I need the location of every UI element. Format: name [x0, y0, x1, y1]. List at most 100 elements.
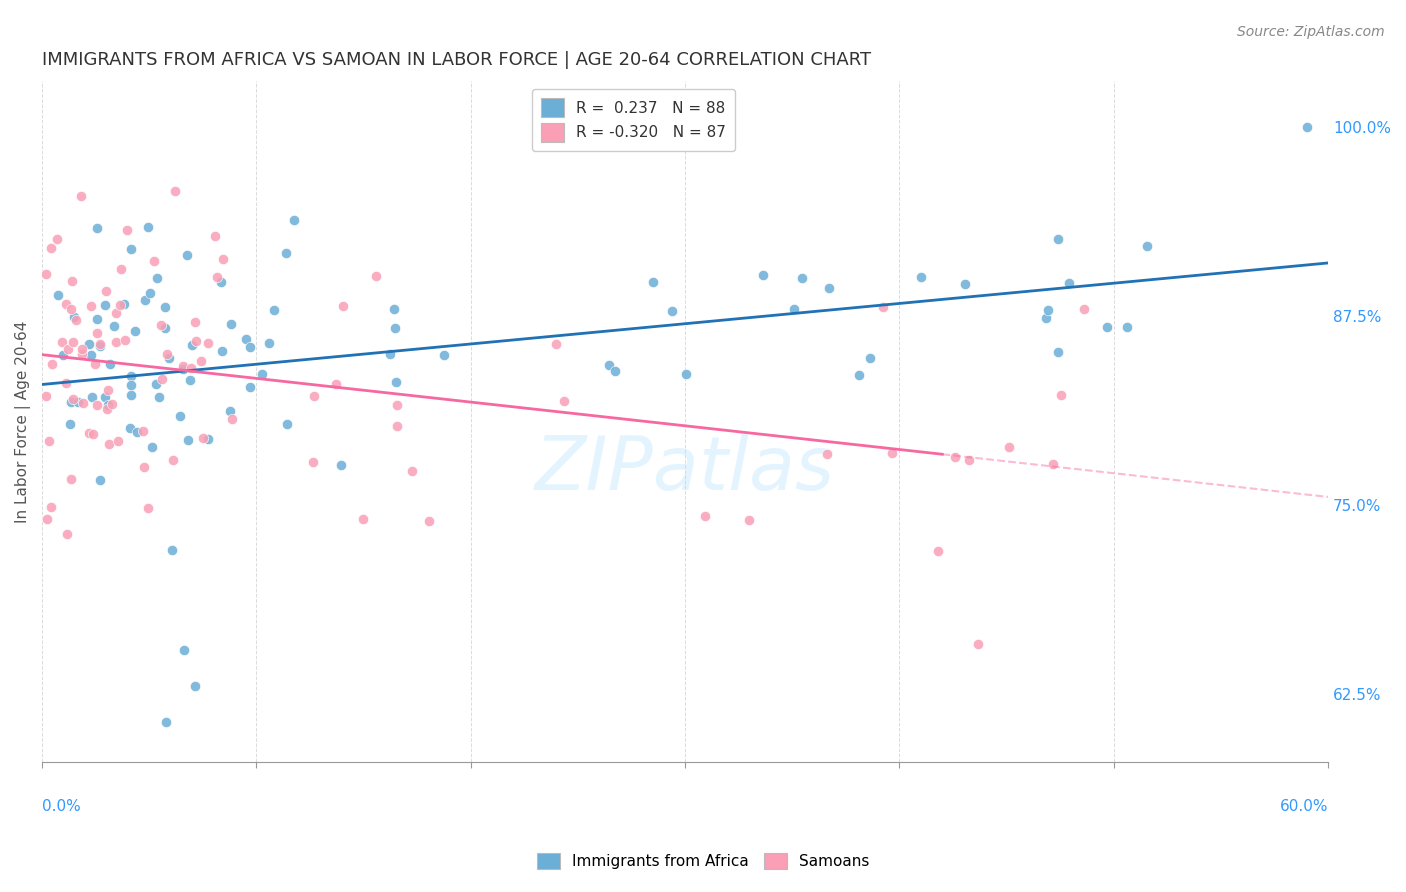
Point [156, 346, 179, 360]
Point [145, 271, 167, 285]
Point [859, 351, 882, 366]
Point [35, 267, 58, 281]
Point [94, 298, 117, 312]
Point [997, 440, 1019, 454]
Point [163, 184, 186, 198]
Point [145, 377, 167, 392]
Point [105, 306, 128, 320]
Point [1042, 457, 1064, 471]
Point [136, 500, 159, 515]
Point [150, 318, 173, 332]
Point [173, 642, 195, 657]
Point [276, 417, 298, 431]
Point [38, 434, 60, 449]
Point [139, 285, 162, 300]
Point [544, 337, 567, 351]
Legend: R =  0.237   N = 88, R = -0.320   N = 87: R = 0.237 N = 88, R = -0.320 N = 87 [531, 89, 735, 151]
Point [56, 527, 79, 541]
Point [197, 433, 219, 447]
Point [172, 359, 194, 374]
Point [100, 397, 122, 411]
Point [675, 368, 697, 382]
Y-axis label: In Labor Force | Age 20-64: In Labor Force | Age 20-64 [15, 320, 31, 523]
Point [66, 395, 89, 409]
Point [209, 275, 232, 289]
Point [86, 398, 108, 412]
Point [1115, 319, 1137, 334]
Text: ZIPatlas: ZIPatlas [536, 434, 835, 505]
Point [910, 270, 932, 285]
Point [1057, 276, 1080, 290]
Point [1073, 302, 1095, 317]
Point [86, 326, 108, 340]
Point [211, 252, 233, 266]
Point [181, 338, 204, 352]
Point [80, 390, 103, 404]
Point [84, 357, 107, 371]
Point [176, 248, 198, 262]
Point [120, 369, 142, 384]
Point [51, 334, 73, 349]
Point [815, 447, 838, 461]
Point [96, 401, 118, 416]
Point [141, 440, 163, 454]
Point [378, 347, 401, 361]
Point [72, 395, 94, 409]
Point [79, 337, 101, 351]
Point [184, 334, 207, 348]
Point [385, 398, 408, 412]
Point [55, 297, 77, 311]
Point [263, 302, 285, 317]
Point [250, 367, 273, 381]
Point [302, 454, 325, 468]
Point [848, 368, 870, 383]
Point [120, 388, 142, 402]
Point [162, 543, 184, 558]
Point [177, 433, 200, 447]
Point [155, 715, 177, 730]
Point [384, 376, 406, 390]
Point [1050, 387, 1073, 401]
Point [598, 359, 620, 373]
Point [56, 342, 79, 356]
Point [103, 318, 125, 333]
Point [418, 514, 440, 528]
Point [1295, 120, 1317, 134]
Point [1095, 319, 1118, 334]
Point [89, 339, 111, 353]
Point [153, 320, 176, 334]
Point [59, 472, 82, 486]
Point [62, 274, 84, 288]
Point [134, 460, 156, 475]
Point [162, 453, 184, 467]
Point [94, 285, 117, 299]
Point [387, 418, 409, 433]
Point [366, 269, 388, 284]
Point [190, 353, 212, 368]
Point [63, 310, 86, 324]
Point [148, 391, 170, 405]
Point [218, 404, 240, 418]
Point [110, 261, 132, 276]
Point [553, 394, 575, 409]
Point [1046, 232, 1069, 246]
Point [89, 337, 111, 351]
Point [738, 513, 761, 527]
Point [239, 339, 262, 353]
Point [55, 376, 77, 391]
Point [98, 437, 121, 451]
Point [329, 458, 352, 472]
Point [818, 281, 841, 295]
Point [643, 275, 665, 289]
Point [150, 371, 173, 385]
Point [967, 637, 990, 651]
Point [120, 242, 142, 256]
Point [211, 344, 233, 359]
Point [134, 293, 156, 307]
Point [221, 411, 243, 425]
Text: IMMIGRANTS FROM AFRICA VS SAMOAN IN LABOR FORCE | AGE 20-64 CORRELATION CHART: IMMIGRANTS FROM AFRICA VS SAMOAN IN LABO… [42, 51, 872, 69]
Point [955, 277, 977, 291]
Point [325, 377, 347, 392]
Point [172, 362, 194, 376]
Text: 60.0%: 60.0% [1279, 799, 1329, 814]
